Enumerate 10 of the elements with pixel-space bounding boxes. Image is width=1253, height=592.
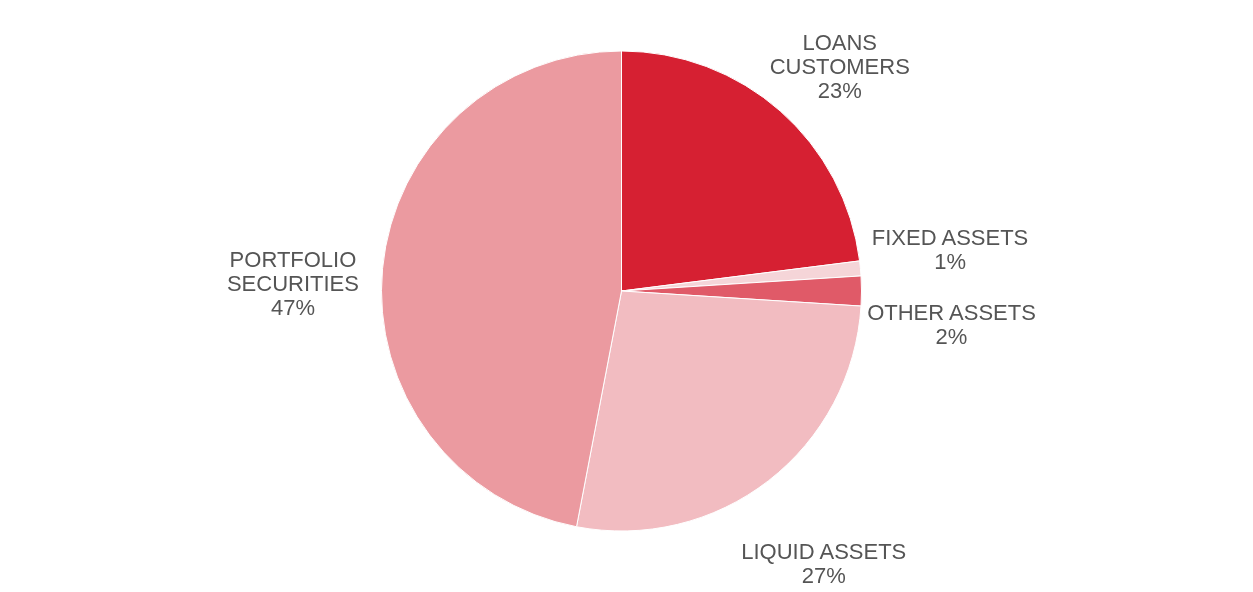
- data-label: 23%: [817, 78, 862, 104]
- slice-label: LOANS CUSTOMERS: [769, 30, 910, 80]
- slice-label: PORTFOLIO SECURITIES: [226, 246, 359, 296]
- data-label: 1%: [934, 248, 966, 274]
- slice-label: OTHER ASSETS: [867, 300, 1036, 325]
- data-label: 47%: [270, 294, 315, 320]
- data-label: 2%: [935, 324, 968, 349]
- slice-label: FIXED ASSETS: [871, 224, 1029, 250]
- slice-label: LIQUID ASSETS: [741, 538, 907, 564]
- data-label: 27%: [801, 562, 846, 588]
